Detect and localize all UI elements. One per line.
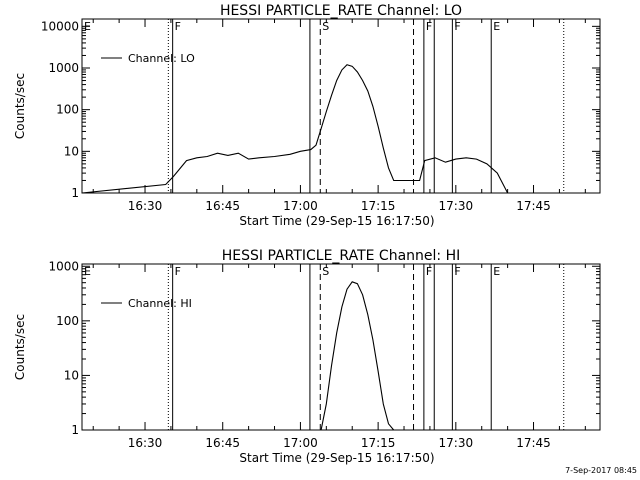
event-marker-label: F <box>426 265 432 278</box>
y-tick-label: 10 <box>64 144 79 158</box>
hi-channel-panel: HESSI PARTICLE_RATE Channel: HI Counts/se… <box>13 248 601 465</box>
event-marker-label: F <box>426 20 432 33</box>
event-marker-label: E <box>493 265 500 278</box>
y-tick-label: 1000 <box>48 259 79 273</box>
event-marker-label: F <box>175 20 181 33</box>
x-tick-label: 17:15 <box>361 436 396 450</box>
y-tick-label: 1000 <box>48 61 79 75</box>
event-marker-label: F <box>175 265 181 278</box>
event-marker-label: E <box>84 265 91 278</box>
x-tick-label: 16:45 <box>205 436 240 450</box>
legend-label: Channel: HI <box>128 297 192 310</box>
x-tick-label: 16:30 <box>128 199 163 213</box>
event-marker-label: S <box>322 265 329 278</box>
x-axis-label: Start Time (29-Sep-15 16:17:50) <box>239 214 434 228</box>
event-marker-label: E <box>84 20 91 33</box>
event-marker-label: S <box>322 20 329 33</box>
x-tick-label: 16:45 <box>205 199 240 213</box>
footer-timestamp: 7-Sep-2017 08:45 <box>565 466 637 475</box>
y-axis-label: Counts/sec <box>13 73 27 139</box>
legend-label: Channel: LO <box>128 52 195 65</box>
event-marker-label: F <box>454 20 460 33</box>
y-axis-label: Counts/sec <box>13 314 27 380</box>
y-tick-label: 100 <box>56 314 79 328</box>
chart-title: HESSI PARTICLE_RATE Channel: HI <box>222 248 460 264</box>
event-marker-label: F <box>454 265 460 278</box>
event-marker-label: E <box>493 20 500 33</box>
x-tick-label: 16:30 <box>128 436 163 450</box>
y-tick-label: 1 <box>71 186 79 200</box>
x-tick-label: 17:30 <box>439 436 474 450</box>
x-tick-label: 17:00 <box>283 436 318 450</box>
plot-frame <box>81 18 601 194</box>
series-line <box>81 64 560 194</box>
x-axis-label: Start Time (29-Sep-15 16:17:50) <box>239 451 434 465</box>
chart-title: HESSI PARTICLE_RATE Channel: LO <box>220 3 462 19</box>
series-line <box>320 281 395 431</box>
x-tick-label: 17:00 <box>283 199 318 213</box>
y-tick-label: 1 <box>71 423 79 437</box>
x-tick-label: 17:45 <box>516 436 551 450</box>
lo-channel-panel: HESSI PARTICLE_RATE Channel: LO Counts/se… <box>13 3 601 228</box>
y-tick-label: 10000 <box>41 19 79 33</box>
x-tick-label: 17:15 <box>361 199 396 213</box>
x-tick-label: 17:30 <box>439 199 474 213</box>
x-tick-label: 17:45 <box>516 199 551 213</box>
y-tick-label: 100 <box>56 103 79 117</box>
y-tick-label: 10 <box>64 368 79 382</box>
plot-frame <box>81 263 601 431</box>
